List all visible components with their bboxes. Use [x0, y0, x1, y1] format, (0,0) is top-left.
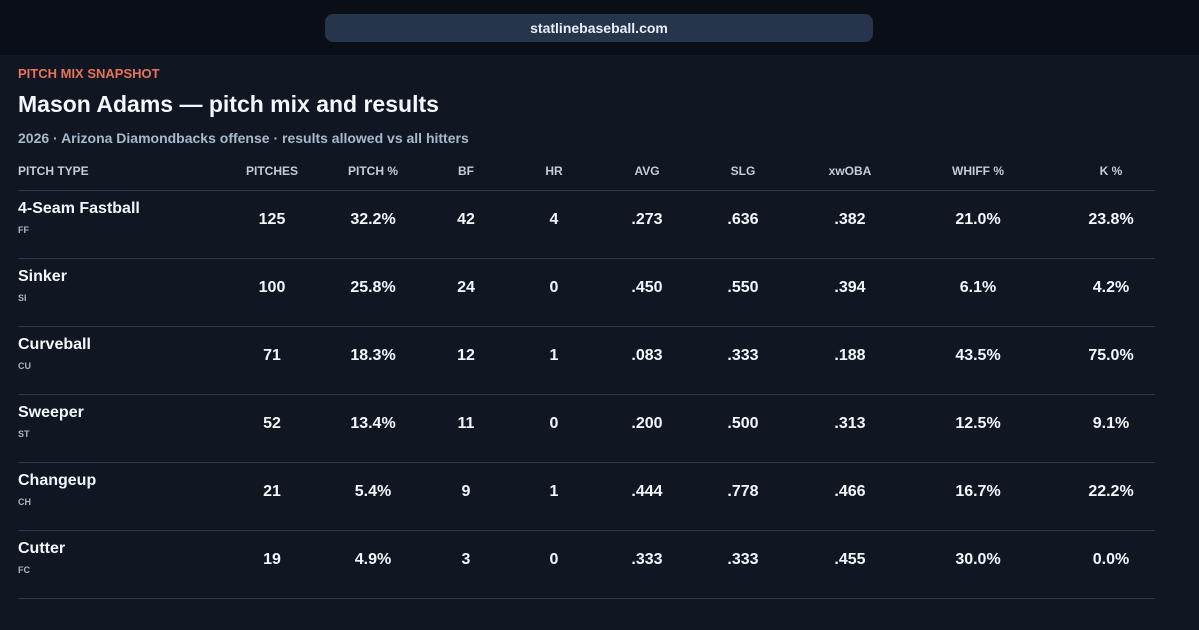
- cell-value: .333: [727, 551, 759, 568]
- pitch-code: FC: [18, 565, 30, 575]
- cell-value: .444: [631, 483, 663, 500]
- cell-value: 9.1%: [1092, 415, 1130, 432]
- cell-value: 75.0%: [1088, 347, 1134, 364]
- cell-value: 23.8%: [1088, 211, 1134, 228]
- cell-value: .394: [834, 279, 866, 296]
- cell-value: 1: [549, 347, 559, 364]
- cell-value: 21: [263, 483, 281, 500]
- cell-value: 6.1%: [959, 279, 997, 296]
- column-header[interactable]: HR: [545, 164, 563, 178]
- cell-value: .550: [727, 279, 759, 296]
- cell-value: 30.0%: [955, 551, 1001, 568]
- cell-value: 4: [549, 211, 559, 228]
- cell-value: 21.0%: [955, 211, 1001, 228]
- cell-value: 19: [263, 551, 281, 568]
- cell-value: 32.2%: [350, 211, 396, 228]
- cell-value: 71: [263, 347, 281, 364]
- column-header[interactable]: SLG: [730, 164, 756, 178]
- cell-value: 3: [461, 551, 471, 568]
- column-header[interactable]: AVG: [634, 164, 660, 178]
- eyebrow: PITCH MIX SNAPSHOT: [18, 66, 160, 81]
- cell-value: 25.8%: [350, 279, 396, 296]
- cell-value: .273: [631, 211, 663, 228]
- pitch-code: CH: [18, 497, 31, 507]
- column-header[interactable]: K %: [1099, 164, 1123, 178]
- row-divider: [18, 190, 1155, 191]
- cell-value: 4.2%: [1092, 279, 1130, 296]
- column-header[interactable]: PITCH %: [347, 164, 399, 178]
- cell-value: .188: [834, 347, 866, 364]
- pitch-code: CU: [18, 361, 31, 371]
- pitch-code: FF: [18, 225, 29, 235]
- row-divider: [18, 258, 1155, 259]
- cell-value: 22.2%: [1088, 483, 1134, 500]
- pitch-name: Changeup: [18, 472, 97, 489]
- cell-value: .636: [727, 211, 759, 228]
- pitch-name: Sweeper: [18, 404, 84, 421]
- cell-value: .083: [631, 347, 663, 364]
- cell-value: 43.5%: [955, 347, 1001, 364]
- cell-value: .382: [834, 211, 866, 228]
- cell-value: 0.0%: [1092, 551, 1130, 568]
- row-divider: [18, 394, 1155, 395]
- column-header[interactable]: PITCH TYPE: [18, 164, 89, 178]
- column-header[interactable]: PITCHES: [245, 164, 299, 178]
- pitch-name: Sinker: [18, 268, 67, 285]
- cell-value: 125: [258, 211, 286, 228]
- cell-value: .333: [727, 347, 759, 364]
- subtitle: 2026 · Arizona Diamondbacks offense · re…: [18, 130, 469, 146]
- cell-value: 1: [549, 483, 559, 500]
- pitch-name: Curveball: [18, 336, 91, 353]
- cell-value: .200: [631, 415, 663, 432]
- row-divider: [18, 598, 1155, 599]
- row-divider: [18, 462, 1155, 463]
- pitch-code: ST: [18, 429, 30, 439]
- cell-value: .778: [727, 483, 759, 500]
- cell-value: 0: [549, 551, 559, 568]
- cell-value: 52: [263, 415, 281, 432]
- column-header[interactable]: BF: [458, 164, 474, 178]
- cell-value: 0: [549, 415, 559, 432]
- cell-value: .455: [834, 551, 866, 568]
- cell-value: 12: [457, 347, 475, 364]
- cell-value: 5.4%: [354, 483, 392, 500]
- cell-value: .466: [834, 483, 866, 500]
- url-bar[interactable]: statlinebaseball.com: [325, 14, 873, 42]
- pitch-name: 4-Seam Fastball: [18, 200, 140, 217]
- cell-value: .450: [631, 279, 663, 296]
- cell-value: 4.9%: [354, 551, 392, 568]
- cell-value: 0: [549, 279, 559, 296]
- cell-value: 24: [457, 279, 475, 296]
- cell-value: 11: [457, 415, 475, 432]
- cell-value: .313: [834, 415, 866, 432]
- column-header[interactable]: WHIFF %: [952, 164, 1004, 178]
- row-divider: [18, 530, 1155, 531]
- row-divider: [18, 326, 1155, 327]
- cell-value: .500: [727, 415, 759, 432]
- cell-value: 42: [457, 211, 475, 228]
- cell-value: 100: [258, 279, 286, 296]
- column-header[interactable]: xwOBA: [828, 164, 872, 178]
- pitch-name: Cutter: [18, 540, 66, 557]
- cell-value: 16.7%: [955, 483, 1001, 500]
- cell-value: 18.3%: [350, 347, 396, 364]
- pitch-code: SI: [18, 293, 27, 303]
- page-title: Mason Adams — pitch mix and results: [18, 91, 439, 117]
- cell-value: .333: [631, 551, 663, 568]
- cell-value: 9: [461, 483, 471, 500]
- cell-value: 13.4%: [350, 415, 396, 432]
- cell-value: 12.5%: [955, 415, 1001, 432]
